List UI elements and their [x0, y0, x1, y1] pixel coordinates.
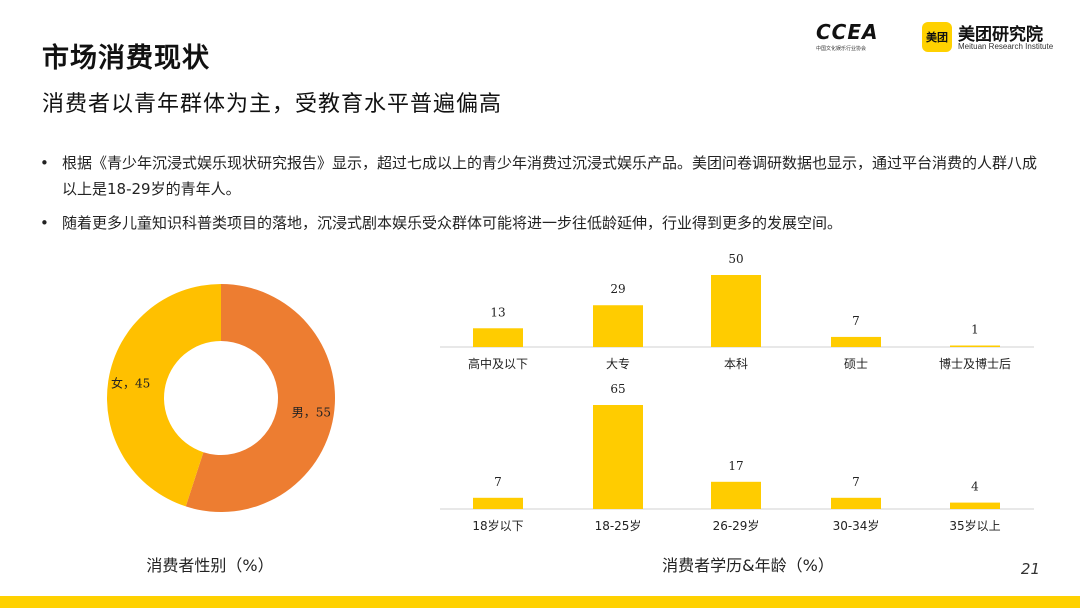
- page-subtitle: 消费者以青年群体为主，受教育水平普遍偏高: [42, 92, 503, 117]
- bar-chart-title: 消费者学历&年龄（%）: [662, 556, 834, 575]
- bullet-dot: •: [40, 154, 49, 172]
- bar-category-label: 18-25岁: [595, 518, 642, 533]
- bar-category-label: 博士及博士后: [939, 356, 1011, 371]
- bar-category-label: 高中及以下: [468, 356, 528, 371]
- bar-category-label: 硕士: [844, 357, 868, 371]
- bar-value-label: 65: [610, 382, 625, 396]
- bar-value-label: 4: [971, 480, 979, 494]
- donut-slice-label: 女，45: [111, 376, 150, 391]
- bar: [711, 275, 761, 347]
- bottom-accent-bar: [0, 596, 1080, 608]
- bullet-item: • 根据《青少年沉浸式娱乐现状研究报告》显示，超过七成以上的青少年消费过沉浸式娱…: [40, 150, 1050, 202]
- bar: [711, 481, 761, 509]
- bullet-text: 随着更多儿童知识科普类项目的落地，沉浸式剧本娱乐受众群体可能将进一步往低龄延伸，…: [62, 214, 843, 232]
- bar-category-label: 26-29岁: [713, 518, 760, 533]
- bar: [593, 305, 643, 347]
- bar: [473, 328, 523, 347]
- meituan-logo-icon: 美团: [922, 22, 952, 52]
- ccea-logo-subtitle: 中国文化娱乐行业协会: [816, 46, 867, 52]
- donut-slice-label: 男，55: [292, 405, 331, 419]
- donut-chart-title: 消费者性别（%）: [146, 556, 273, 575]
- page-number: 21: [1020, 560, 1040, 578]
- bar: [831, 497, 881, 509]
- bar: [473, 497, 523, 509]
- bar: [593, 405, 643, 509]
- bar-value-label: 17: [728, 459, 743, 473]
- ccea-logo-mark: CCEA: [816, 20, 879, 44]
- bullet-list: • 根据《青少年沉浸式娱乐现状研究报告》显示，超过七成以上的青少年消费过沉浸式娱…: [40, 150, 1050, 244]
- bar-value-label: 7: [852, 314, 860, 328]
- page-title: 市场消费现状: [42, 43, 210, 74]
- bar-value-label: 1: [971, 323, 979, 337]
- bullet-dot: •: [40, 214, 49, 232]
- bar-category-label: 18岁以下: [472, 518, 523, 533]
- bar-value-label: 7: [852, 475, 860, 489]
- bar-category-label: 本科: [724, 357, 748, 371]
- donut-slice: [185, 284, 336, 512]
- meituan-logo-name: 美团研究院: [958, 25, 1043, 45]
- bar-value-label: 13: [490, 305, 505, 319]
- meituan-logo-en: Meituan Research Institute: [958, 42, 1054, 51]
- bar-value-label: 29: [610, 282, 625, 296]
- bar-value-label: 50: [728, 252, 743, 266]
- bullet-text: 根据《青少年沉浸式娱乐现状研究报告》显示，超过七成以上的青少年消费过沉浸式娱乐产…: [62, 154, 1038, 198]
- bar-category-label: 35岁以上: [949, 518, 1000, 533]
- donut-slice: [107, 284, 221, 507]
- bar: [950, 345, 1000, 347]
- ccea-logo: CCEA 中国文化娱乐行业协会: [816, 20, 906, 52]
- bar-category-label: 大专: [606, 356, 630, 371]
- bar-category-label: 30-34岁: [833, 518, 880, 533]
- bar: [950, 502, 1000, 509]
- bar: [831, 336, 881, 347]
- bullet-item: • 随着更多儿童知识科普类项目的落地，沉浸式剧本娱乐受众群体可能将进一步往低龄延…: [40, 210, 1050, 236]
- bar-value-label: 7: [494, 475, 502, 489]
